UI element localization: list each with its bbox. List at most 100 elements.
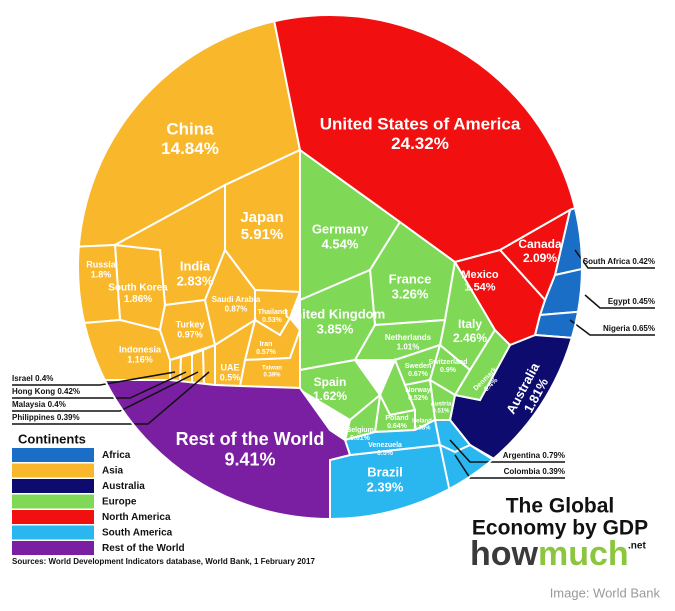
- source: Sources: World Development Indicators da…: [12, 557, 315, 566]
- leader-line: [12, 371, 187, 399]
- country-name: Colombia: [504, 467, 541, 476]
- country-name: Poland: [385, 415, 408, 422]
- outside-label: Philippines 0.39%: [12, 413, 80, 422]
- country-name: Spain: [314, 375, 347, 389]
- country-name: China: [166, 119, 214, 138]
- cell: [453, 248, 547, 347]
- country-value: 2.39%: [367, 479, 404, 494]
- country-value: 4.54%: [322, 236, 359, 251]
- country-value: 0.53%: [262, 317, 283, 324]
- country-name: Italy: [458, 317, 482, 331]
- country-value: 0.42%: [632, 257, 655, 266]
- country-value: 0.5%: [377, 450, 394, 457]
- country-value: 0.39%: [263, 372, 281, 378]
- country-value: 14.84%: [161, 139, 219, 158]
- country-name: Switzerland: [429, 359, 468, 366]
- country-value: 5.91%: [241, 226, 284, 243]
- country-name: Philippines: [12, 413, 55, 422]
- country-value: 0.57%: [256, 349, 277, 356]
- outside-label: Hong Kong 0.42%: [12, 387, 80, 396]
- country-value: 2.46%: [453, 331, 487, 345]
- cell: [453, 328, 512, 402]
- cell: [78, 243, 122, 332]
- country-name: Canada: [518, 237, 562, 251]
- country-name: Germany: [312, 221, 369, 236]
- brand-part: how: [470, 535, 539, 573]
- legend-swatch: [12, 494, 94, 509]
- country-name: United States of America: [320, 114, 521, 133]
- country-name: Thailand: [258, 309, 287, 316]
- country-value: 0.67%: [408, 371, 429, 378]
- leader-line: [12, 371, 176, 386]
- outside-label: South Africa 0.42%: [583, 257, 655, 266]
- country-value: 1.8%: [91, 270, 112, 280]
- outside-label: Colombia 0.39%: [504, 467, 565, 476]
- country-value: 0.4%: [48, 400, 66, 409]
- country-value: 0.9%: [440, 367, 457, 374]
- country-value: 0.42%: [57, 387, 80, 396]
- legend-label: Africa: [102, 450, 131, 461]
- brand-part: much: [538, 535, 629, 573]
- leader-line: [12, 371, 210, 425]
- leader-line: [454, 454, 565, 479]
- legend-label: North America: [102, 512, 171, 523]
- country-name: UAE: [220, 362, 239, 372]
- country-name: Turkey: [176, 319, 205, 329]
- country-name: Indonesia: [119, 344, 162, 354]
- legend-label: Rest of the World: [102, 543, 185, 554]
- country-name: Israel: [12, 374, 33, 383]
- legend-swatch: [12, 510, 94, 524]
- country-value: 3.26%: [392, 286, 429, 301]
- outside-label: Argentina 0.79%: [503, 451, 565, 460]
- country-name: Mexico: [461, 269, 499, 281]
- legend-label: Australia: [102, 481, 145, 492]
- leader-line: [574, 249, 655, 269]
- country-value: 1.62%: [313, 389, 347, 403]
- country-value: 1.16%: [127, 355, 153, 365]
- country-value: 0.51%: [432, 408, 450, 414]
- outline: [77, 14, 583, 520]
- country-value: 1.01%: [397, 342, 420, 351]
- country-value: 0.5%: [220, 373, 241, 383]
- country-name: Argentina: [503, 451, 541, 460]
- country-value: 0.97%: [177, 330, 203, 340]
- country-name: Netherlands: [385, 333, 432, 342]
- country-value: 0.65%: [632, 324, 655, 333]
- country-value: 0.64%: [387, 423, 408, 430]
- country-name: United Kingdom: [285, 306, 385, 321]
- legend-swatch: [12, 541, 94, 555]
- outside-label: Israel 0.4%: [12, 374, 53, 383]
- legend-swatch: [12, 525, 94, 540]
- country-value: 1.86%: [124, 294, 152, 305]
- outside-label: Egypt 0.45%: [608, 297, 655, 306]
- country-name: South Africa: [583, 257, 631, 266]
- country-name: France: [389, 271, 432, 286]
- country-name: Nigeria: [603, 324, 631, 333]
- leader-line: [12, 371, 199, 412]
- country-name: Taiwan: [262, 366, 282, 372]
- caption: Image: World Bank: [550, 585, 661, 600]
- country-name: Austria: [431, 402, 452, 408]
- country-name: Venezuela: [368, 442, 402, 449]
